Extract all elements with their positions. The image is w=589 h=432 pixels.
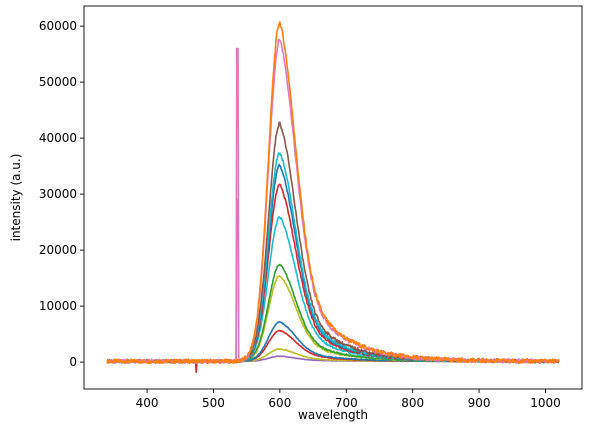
y-ticks: 0 10000 20000 30000 40000 50000 60000 [39, 19, 84, 369]
x-tick-label: 400 [136, 396, 159, 410]
x-ticks: 400 500 600 700 800 900 1000 [136, 389, 561, 410]
axes-layer [83, 5, 583, 390]
y-tick-label: 60000 [39, 19, 77, 33]
plot-frame [83, 5, 583, 390]
x-tick-label: 600 [268, 396, 291, 410]
y-tick-label: 0 [69, 355, 77, 369]
y-tick-label: 20000 [39, 243, 77, 257]
x-tick-label: 500 [202, 396, 225, 410]
y-axis-label: intensity (a.u.) [9, 154, 23, 242]
series-line [106, 21, 560, 365]
x-tick-label: 800 [401, 396, 424, 410]
y-tick-label: 40000 [39, 131, 77, 145]
x-axis-label: wavelength [298, 408, 368, 422]
series-layer [106, 21, 560, 374]
y-tick-label: 50000 [39, 75, 77, 89]
x-tick-label: 1000 [530, 396, 561, 410]
y-tick-label: 10000 [39, 299, 77, 313]
x-tick-label: 900 [468, 396, 491, 410]
y-tick-label: 30000 [39, 187, 77, 201]
x-tick-label: 700 [335, 396, 358, 410]
